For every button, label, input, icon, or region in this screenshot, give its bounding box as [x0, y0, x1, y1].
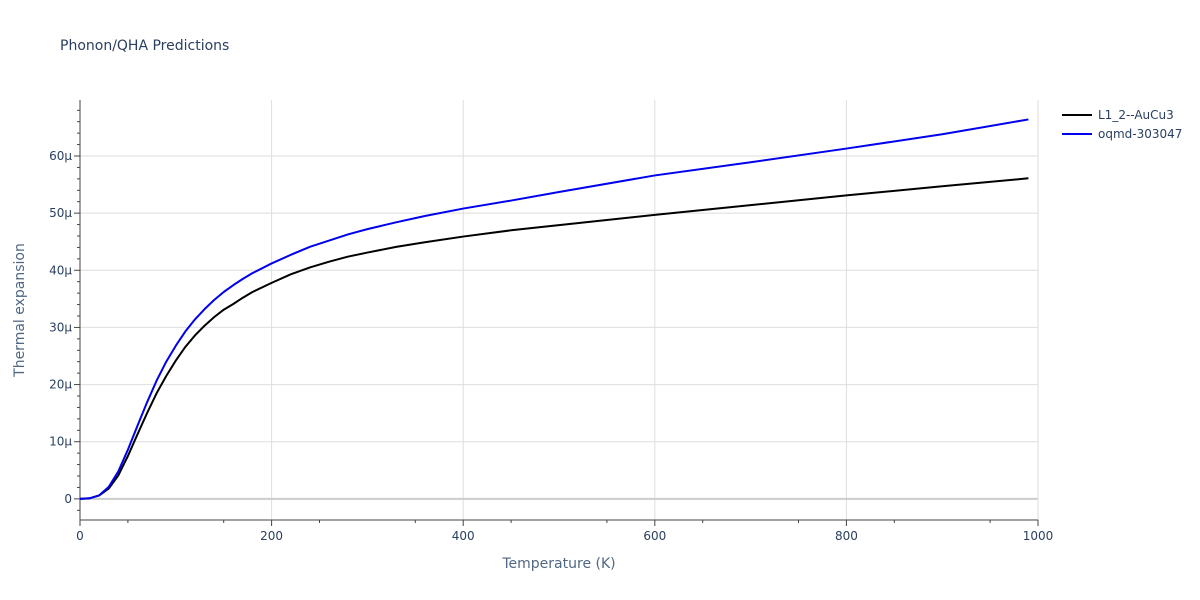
gridlines: [80, 100, 1039, 520]
x-tick-label: 800: [835, 529, 858, 543]
x-tick-label: 200: [260, 529, 283, 543]
series-group: [79, 118, 1029, 500]
y-tick-label: 10μ: [49, 435, 72, 449]
x-axis-title: Temperature (K): [501, 556, 615, 572]
y-tick-label: 20μ: [49, 378, 72, 392]
y-tick-label: 40μ: [49, 263, 72, 277]
y-tick-label: 30μ: [49, 320, 72, 334]
legend-label[interactable]: oqmd-303047: [1098, 127, 1182, 141]
series-line-1: [79, 177, 1029, 500]
chart-title: Phonon/QHA Predictions: [60, 38, 229, 54]
x-tick-label: 600: [643, 529, 666, 543]
legend-label[interactable]: L1_2--AuCu3: [1098, 108, 1174, 122]
axes: [74, 100, 1039, 526]
y-tick-label: 0: [64, 492, 72, 506]
x-tick-label: 0: [76, 529, 84, 543]
series-line-2: [79, 118, 1029, 500]
y-axis-title: Thermal expansion: [12, 243, 28, 378]
y-tick-labels: 0 10μ 20μ 30μ 40μ 50μ 60μ: [49, 149, 72, 506]
x-tick-label: 1000: [1023, 529, 1054, 543]
y-tick-label: 60μ: [49, 149, 72, 163]
x-tick-label: 400: [452, 529, 475, 543]
x-tick-labels: 0 200 400 600 800 1000: [76, 529, 1053, 543]
y-tick-label: 50μ: [49, 206, 72, 220]
legend: L1_2--AuCu3 oqmd-303047: [1062, 108, 1182, 141]
